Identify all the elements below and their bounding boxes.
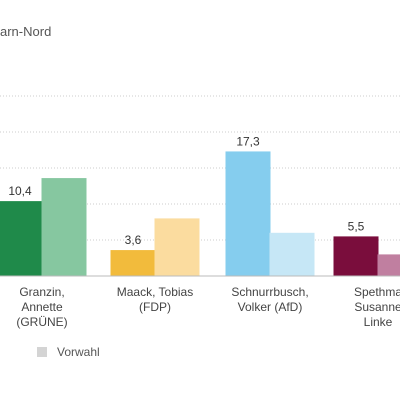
bar-current xyxy=(0,201,43,276)
bar-vorwahl xyxy=(154,218,200,276)
bar-current xyxy=(225,151,271,276)
category-label: Granzin, Annette (GRÜNE) xyxy=(16,285,67,329)
value-label: 5,5 xyxy=(348,219,365,233)
legend-swatch-vorwahl xyxy=(37,347,47,357)
category-label: Maack, Tobias (FDP) xyxy=(117,285,193,314)
bar-current xyxy=(333,236,379,276)
category-labels: Granzin, Annette (GRÜNE) Maack, Tobias (FDP)… xyxy=(16,285,400,329)
chart-title: arn-Nord xyxy=(0,24,52,39)
value-labels: 10,4 3,6 17,3 5,5 xyxy=(8,134,364,247)
bar-current xyxy=(110,250,156,276)
value-label: 17,3 xyxy=(236,134,260,148)
value-label: 3,6 xyxy=(125,233,142,247)
legend: Vorwahl xyxy=(37,345,100,359)
bar-vorwahl xyxy=(269,232,315,276)
legend-label-vorwahl: Vorwahl xyxy=(57,345,100,359)
bar-vorwahl xyxy=(41,178,87,276)
category-label: Schnurrbusch, Volker (AfD) xyxy=(231,285,308,314)
value-label: 10,4 xyxy=(8,184,32,198)
bars xyxy=(0,151,400,276)
bar-vorwahl xyxy=(377,254,400,276)
category-label: Spethma Susanne Linke xyxy=(354,285,400,329)
